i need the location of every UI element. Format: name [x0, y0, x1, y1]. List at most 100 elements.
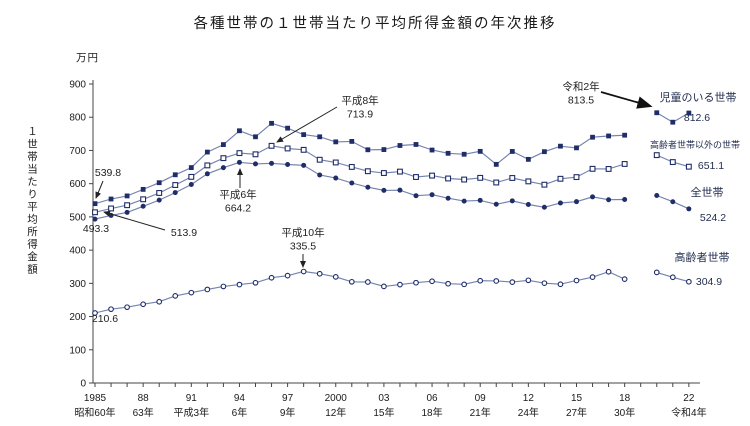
- data-point: [461, 281, 468, 288]
- data-point: [670, 199, 676, 205]
- data-point: [685, 278, 692, 285]
- x-tick-label-year: 18: [619, 393, 631, 404]
- data-point: [252, 279, 259, 286]
- data-point: [509, 175, 516, 181]
- data-point: [589, 274, 596, 281]
- data-point: [124, 193, 130, 199]
- data-point: [108, 306, 114, 313]
- annotation-text: 令和2年: [562, 80, 599, 93]
- data-point: [557, 281, 564, 288]
- y-tick-label: 900: [69, 80, 86, 91]
- data-point: [654, 110, 660, 116]
- data-point: [654, 193, 660, 199]
- data-point: [445, 150, 451, 156]
- series-children-households: [92, 110, 692, 207]
- data-point: [237, 128, 242, 134]
- y-tick-label: 500: [69, 212, 86, 223]
- data-point: [509, 198, 515, 204]
- data-point: [348, 163, 355, 170]
- data-point: [188, 289, 195, 296]
- annotation-text: 平成10年: [281, 226, 324, 239]
- y-tick-label: 400: [69, 246, 86, 257]
- data-point: [317, 172, 323, 178]
- annotation: 493.3: [83, 223, 109, 235]
- x-tick-label-year: 06: [426, 393, 438, 404]
- data-point: [124, 209, 130, 215]
- data-point: [172, 172, 178, 178]
- annotation-arrow: [95, 180, 104, 199]
- data-point: [188, 173, 195, 180]
- data-point: [525, 202, 531, 208]
- data-point: [332, 274, 339, 280]
- data-point: [589, 165, 596, 172]
- data-point: [413, 279, 419, 286]
- data-point: [316, 270, 323, 277]
- x-tick-label-era: 平成3年: [174, 406, 210, 419]
- data-point: [429, 147, 435, 153]
- data-point: [525, 277, 532, 284]
- data-point: [124, 304, 130, 311]
- series-end-value: 524.2: [700, 212, 726, 224]
- data-point: [332, 159, 339, 166]
- data-point: [92, 209, 98, 216]
- y-tick-label: 0: [80, 379, 86, 390]
- data-point: [493, 201, 499, 207]
- x-tick-label-year: 91: [186, 393, 198, 404]
- data-point: [285, 161, 291, 167]
- annotation: 平成6年 664.2: [219, 168, 257, 215]
- data-point: [557, 175, 564, 182]
- data-point: [92, 201, 98, 207]
- y-tick-label: 300: [69, 279, 86, 290]
- data-point: [542, 149, 547, 155]
- series-name-label: 全世帯: [691, 185, 724, 199]
- series-all-households: [92, 159, 692, 222]
- data-point: [429, 192, 435, 198]
- data-point: [92, 310, 98, 316]
- annotation-text: 664.2: [225, 203, 251, 215]
- data-point: [333, 139, 339, 145]
- data-point: [204, 162, 211, 169]
- data-point: [204, 149, 210, 155]
- data-point: [557, 200, 563, 206]
- data-point: [397, 143, 403, 148]
- data-point: [221, 142, 226, 147]
- data-point: [236, 281, 243, 288]
- data-point: [252, 151, 259, 158]
- data-point: [621, 161, 628, 167]
- x-tick-label-era: 12年: [325, 406, 346, 419]
- x-tick-label-era: 昭和60年: [74, 406, 115, 419]
- data-point: [381, 147, 387, 152]
- y-tick-label: 700: [69, 146, 86, 157]
- data-point: [541, 280, 548, 287]
- data-point: [493, 161, 499, 167]
- series-name-label: 児童のいる世帯: [660, 90, 737, 104]
- data-point: [172, 293, 179, 299]
- data-point: [317, 134, 323, 140]
- data-point: [541, 181, 548, 188]
- data-point: [413, 174, 419, 180]
- data-point: [380, 170, 387, 176]
- series-name-label: 高齢者世帯以外の世帯: [650, 139, 740, 150]
- data-point: [461, 151, 467, 157]
- data-point: [349, 180, 355, 186]
- data-point: [429, 172, 435, 179]
- data-point: [108, 205, 115, 212]
- data-point: [365, 184, 371, 190]
- data-point: [493, 179, 500, 186]
- series-end-value: 812.6: [684, 112, 710, 124]
- data-point: [574, 199, 579, 205]
- annotation-text: 210.6: [92, 313, 118, 325]
- data-point: [348, 278, 355, 285]
- data-point: [396, 168, 403, 175]
- data-point: [381, 187, 387, 193]
- data-point: [445, 175, 452, 182]
- data-point: [525, 156, 531, 162]
- data-point: [204, 286, 211, 293]
- x-tick-label-year: 22: [683, 393, 695, 404]
- data-point: [429, 278, 435, 285]
- annotation: 平成10年 335.5: [281, 226, 325, 268]
- data-point: [670, 119, 676, 125]
- annotation-text: 平成8年: [341, 94, 378, 107]
- annotation-text: 335.5: [290, 241, 316, 253]
- data-point: [622, 132, 628, 138]
